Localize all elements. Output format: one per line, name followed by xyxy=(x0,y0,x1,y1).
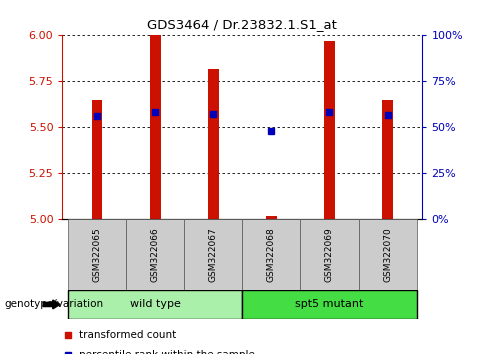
Bar xyxy=(150,35,160,219)
Bar xyxy=(126,219,184,290)
Bar xyxy=(266,216,276,219)
Text: transformed count: transformed count xyxy=(79,330,176,340)
Bar xyxy=(300,219,359,290)
Text: GSM322067: GSM322067 xyxy=(209,228,218,282)
Bar xyxy=(208,69,218,219)
Text: spt5 mutant: spt5 mutant xyxy=(295,299,364,309)
Text: GSM322068: GSM322068 xyxy=(267,228,276,282)
Text: GSM322065: GSM322065 xyxy=(93,228,102,282)
Bar xyxy=(242,219,300,290)
Bar xyxy=(324,41,335,219)
Bar xyxy=(242,290,417,319)
Text: GSM322066: GSM322066 xyxy=(151,228,160,282)
Bar xyxy=(359,219,417,290)
Text: GSM322070: GSM322070 xyxy=(383,228,392,282)
Text: genotype/variation: genotype/variation xyxy=(5,299,104,309)
Bar xyxy=(92,100,102,219)
Bar xyxy=(68,219,126,290)
Bar xyxy=(68,290,242,319)
Text: wild type: wild type xyxy=(130,299,181,309)
Title: GDS3464 / Dr.23832.1.S1_at: GDS3464 / Dr.23832.1.S1_at xyxy=(147,18,337,32)
Text: percentile rank within the sample: percentile rank within the sample xyxy=(79,350,254,354)
Bar xyxy=(184,219,242,290)
Text: GSM322069: GSM322069 xyxy=(325,228,334,282)
Bar xyxy=(383,100,393,219)
